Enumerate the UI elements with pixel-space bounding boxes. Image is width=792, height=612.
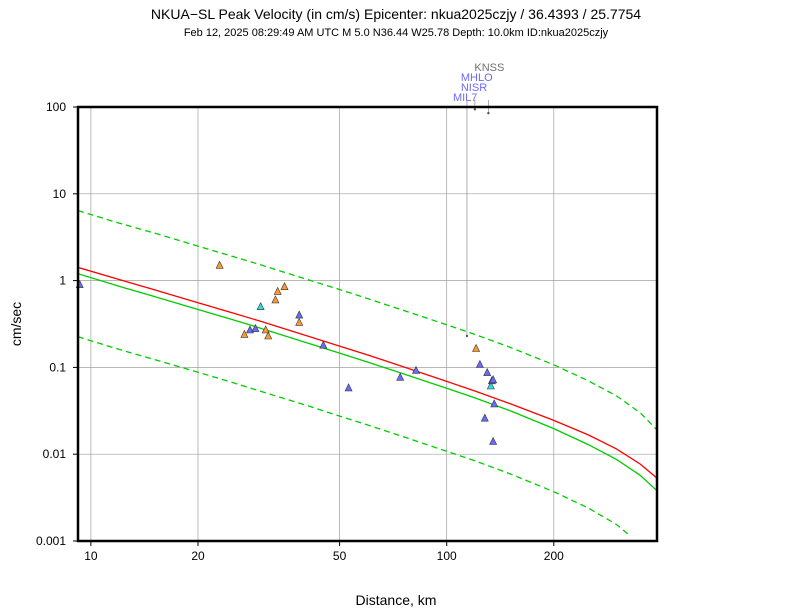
curve-series-0 <box>78 266 657 479</box>
y-tick-label: 1 <box>59 274 66 288</box>
curves <box>78 209 657 536</box>
station-label: MIL7 <box>453 92 477 104</box>
offscale-marker <box>487 111 490 115</box>
y-axis-label: cm/sec <box>8 302 24 346</box>
data-point <box>240 329 249 338</box>
data-point <box>295 317 304 326</box>
data-point <box>264 331 273 340</box>
curve-series-2 <box>78 209 657 431</box>
data-point <box>280 282 289 291</box>
offscale-marker <box>465 334 469 338</box>
y-tick-label: 0.1 <box>49 360 66 374</box>
y-axis-ticks: 0.001 0.01 0.1 1 10 100 <box>36 100 78 548</box>
station-label: NISR <box>461 82 487 94</box>
x-tick-label: 200 <box>544 549 564 563</box>
y-tick-label: 100 <box>46 100 66 114</box>
x-tick-label: 100 <box>437 549 457 563</box>
offscale-marker <box>473 108 477 111</box>
station-label: MHLO <box>461 72 493 84</box>
y-tick-label: 0.001 <box>36 534 66 548</box>
curve-series-1 <box>78 273 657 492</box>
data-point <box>475 359 484 368</box>
data-point <box>483 367 492 376</box>
data-point <box>486 381 495 390</box>
data-point <box>273 286 282 295</box>
data-point <box>319 340 328 349</box>
x-tick-label: 10 <box>84 549 98 563</box>
curve-series-3 <box>78 336 630 536</box>
data-point <box>412 365 420 374</box>
data-point <box>489 436 498 445</box>
station-label: KNSS <box>474 62 504 74</box>
y-tick-label: 10 <box>53 187 67 201</box>
chart-title: NKUA−SL Peak Velocity (in cm/s) Epicente… <box>151 6 641 22</box>
data-point <box>251 323 260 332</box>
data-point <box>396 372 405 381</box>
data-point <box>215 260 224 269</box>
x-tick-label: 50 <box>333 549 347 563</box>
data-point <box>480 413 489 422</box>
data-point <box>472 343 481 352</box>
x-axis-ticks: 10 20 50 100 200 <box>84 541 564 563</box>
chart-subtitle: Feb 12, 2025 08:29:49 AM UTC M 5.0 N36.4… <box>184 27 609 39</box>
x-tick-label: 20 <box>191 549 205 563</box>
y-tick-label: 0.01 <box>43 447 67 461</box>
x-axis-label: Distance, km <box>356 592 437 608</box>
data-point <box>490 399 499 408</box>
data-point <box>344 383 353 392</box>
plot-frame <box>76 105 659 543</box>
data-points <box>75 260 499 445</box>
data-point <box>256 302 265 311</box>
data-point <box>261 325 270 334</box>
data-point <box>271 295 280 304</box>
data-point <box>489 375 498 384</box>
data-point <box>295 310 304 319</box>
